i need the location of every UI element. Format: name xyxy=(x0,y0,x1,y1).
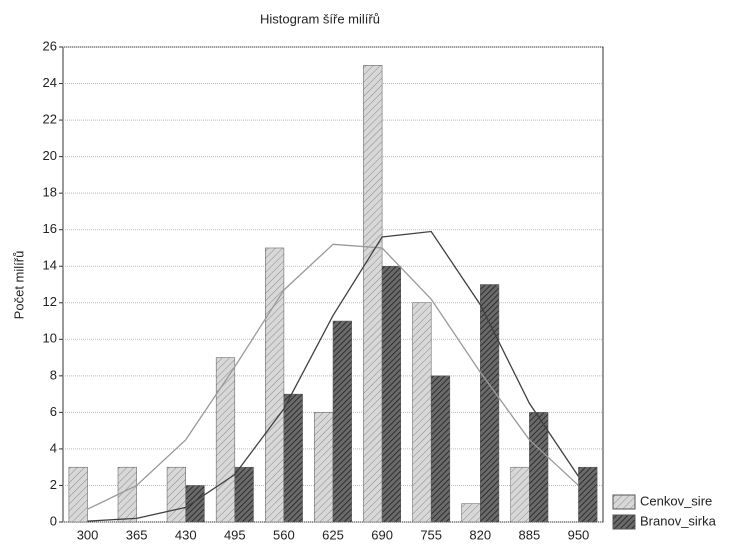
fit-curve xyxy=(87,230,579,522)
legend-swatch xyxy=(612,514,636,530)
y-tick-label: 6 xyxy=(50,404,57,419)
bar xyxy=(283,393,303,523)
bar xyxy=(314,412,334,523)
y-tick-label: 26 xyxy=(43,38,57,53)
x-tick-label: 625 xyxy=(322,527,344,542)
bar xyxy=(166,466,186,523)
bar xyxy=(480,284,500,523)
y-tick-label: 18 xyxy=(43,185,57,200)
y-tick-label: 12 xyxy=(43,294,57,309)
x-tick-label: 430 xyxy=(175,527,197,542)
bar xyxy=(234,466,254,523)
bar xyxy=(117,466,137,523)
x-tick-label: 365 xyxy=(126,527,148,542)
bar xyxy=(265,247,285,523)
y-tick-label: 24 xyxy=(43,75,57,90)
y-tick-label: 16 xyxy=(43,221,57,236)
x-tick-label: 820 xyxy=(469,527,491,542)
x-tick-label: 560 xyxy=(273,527,295,542)
bar xyxy=(461,503,481,523)
y-tick-label: 20 xyxy=(43,148,57,163)
y-tick-label: 0 xyxy=(50,513,57,528)
y-tick-label: 22 xyxy=(43,112,57,127)
bar xyxy=(510,466,530,523)
bar xyxy=(412,302,432,523)
bar xyxy=(529,412,549,523)
y-tick-label: 14 xyxy=(43,258,57,273)
bar xyxy=(332,320,352,523)
x-tick-label: 755 xyxy=(420,527,442,542)
x-tick-label: 495 xyxy=(224,527,246,542)
y-axis-label: Počet milířů xyxy=(11,251,26,320)
bar xyxy=(68,466,88,523)
bar xyxy=(381,265,401,523)
x-tick-label: 300 xyxy=(77,527,99,542)
chart-title: Histogram šíře milířů xyxy=(260,11,380,26)
y-tick-label: 10 xyxy=(43,331,57,346)
bar xyxy=(430,375,451,523)
bar xyxy=(185,485,205,523)
fit-curve xyxy=(87,243,579,510)
y-tick-label: 2 xyxy=(50,477,57,492)
bar xyxy=(215,357,236,523)
x-tick-label: 690 xyxy=(371,527,393,542)
legend-swatch xyxy=(612,494,636,510)
y-tick-label: 8 xyxy=(50,367,57,382)
y-tick-label: 4 xyxy=(50,440,57,455)
bar xyxy=(363,65,383,523)
x-tick-label: 950 xyxy=(568,527,590,542)
legend-label: Branov_sirka xyxy=(640,513,717,528)
x-tick-label: 885 xyxy=(519,527,541,542)
bar xyxy=(578,466,598,523)
legend-label: Cenkov_sire xyxy=(640,493,712,508)
